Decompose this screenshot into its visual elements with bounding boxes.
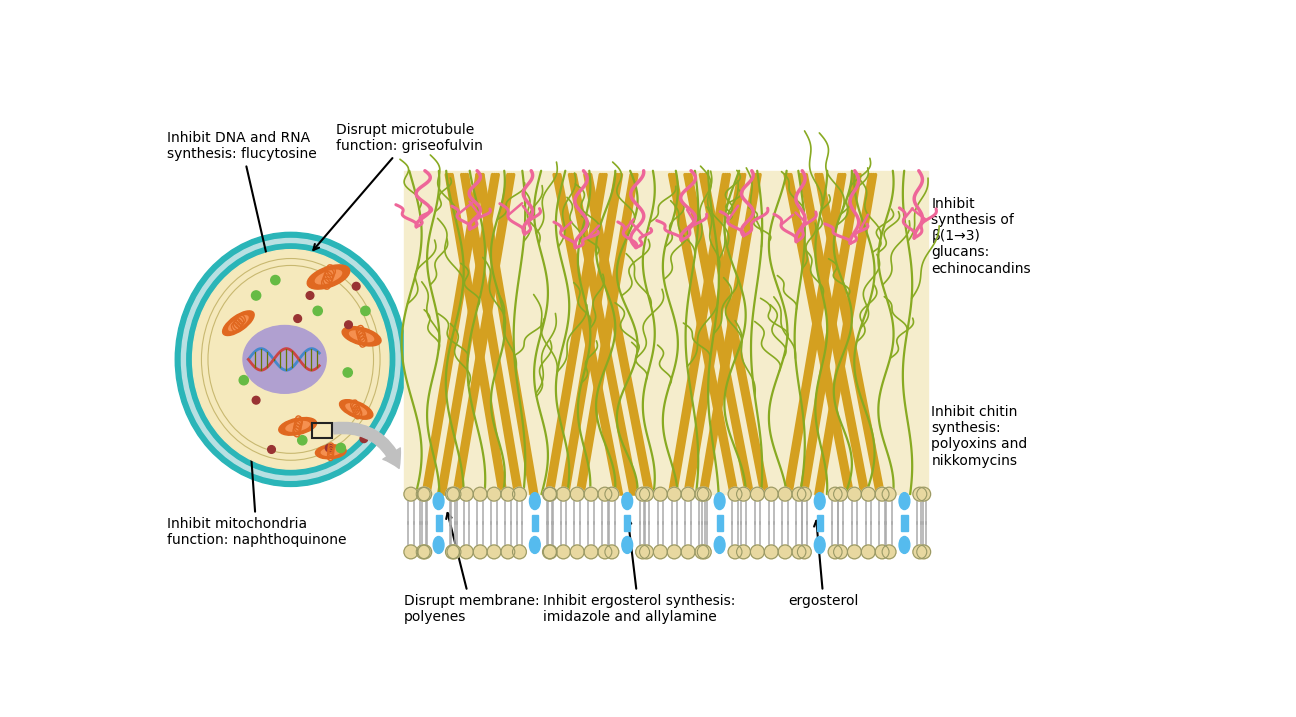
Ellipse shape [899, 536, 910, 554]
Circle shape [862, 488, 875, 501]
Circle shape [556, 488, 570, 501]
Circle shape [556, 545, 570, 559]
Ellipse shape [899, 493, 910, 510]
Circle shape [294, 315, 302, 323]
Bar [901, 516, 907, 531]
Circle shape [459, 545, 473, 559]
Circle shape [883, 545, 896, 559]
Circle shape [848, 545, 862, 559]
Circle shape [912, 488, 927, 501]
Ellipse shape [342, 327, 381, 346]
Circle shape [404, 488, 417, 501]
Text: Disrupt membrane:
polyenes: Disrupt membrane: polyenes [404, 513, 539, 625]
Ellipse shape [622, 536, 632, 554]
Circle shape [916, 488, 931, 501]
Circle shape [487, 545, 502, 559]
Circle shape [584, 545, 597, 559]
Circle shape [728, 545, 743, 559]
Circle shape [251, 291, 260, 300]
Circle shape [695, 545, 709, 559]
Circle shape [828, 545, 842, 559]
Ellipse shape [714, 493, 724, 510]
Circle shape [345, 321, 353, 328]
Circle shape [667, 488, 682, 501]
Circle shape [446, 545, 459, 559]
Ellipse shape [346, 404, 367, 415]
Ellipse shape [193, 250, 389, 469]
Circle shape [360, 306, 371, 315]
Circle shape [253, 397, 260, 404]
Circle shape [736, 545, 750, 559]
Circle shape [570, 488, 584, 501]
Ellipse shape [244, 326, 327, 393]
Text: Disrupt microtubule
function: griseofulvin: Disrupt microtubule function: griseofulv… [314, 123, 483, 250]
Ellipse shape [530, 536, 540, 554]
Ellipse shape [350, 331, 373, 341]
Bar [435, 516, 442, 531]
Ellipse shape [814, 536, 826, 554]
Bar [816, 516, 823, 531]
Bar [311, 422, 332, 438]
Circle shape [325, 444, 333, 452]
Circle shape [584, 488, 597, 501]
Ellipse shape [223, 311, 254, 336]
Circle shape [597, 545, 612, 559]
FancyArrowPatch shape [333, 422, 400, 468]
Ellipse shape [181, 239, 400, 480]
Circle shape [697, 488, 712, 501]
Ellipse shape [433, 536, 445, 554]
Circle shape [605, 488, 618, 501]
Circle shape [512, 545, 526, 559]
Text: Inhibit chitin
synthesis:
polyoxins and
nikkomycins: Inhibit chitin synthesis: polyoxins and … [921, 405, 1028, 467]
Circle shape [653, 545, 667, 559]
Bar [717, 516, 723, 531]
Circle shape [459, 488, 473, 501]
Circle shape [682, 545, 695, 559]
Text: Inhibit mitochondria
function: naphthoquinone: Inhibit mitochondria function: naphthoqu… [167, 333, 346, 548]
Text: ergosterol: ergosterol [788, 521, 859, 608]
Circle shape [916, 545, 931, 559]
Circle shape [473, 488, 487, 501]
Circle shape [883, 488, 896, 501]
Circle shape [828, 488, 842, 501]
Circle shape [605, 545, 618, 559]
Circle shape [778, 488, 792, 501]
Circle shape [502, 488, 515, 501]
Circle shape [875, 488, 889, 501]
Ellipse shape [340, 399, 373, 419]
Circle shape [833, 488, 848, 501]
Circle shape [298, 436, 307, 445]
Bar [531, 516, 538, 531]
Circle shape [404, 545, 417, 559]
Circle shape [639, 545, 653, 559]
Text: Inhibit
synthesis of
β(1→3)
glucans:
echinocandins: Inhibit synthesis of β(1→3) glucans: ech… [921, 196, 1032, 275]
Circle shape [570, 545, 584, 559]
Circle shape [778, 545, 792, 559]
Circle shape [543, 545, 557, 559]
Circle shape [447, 545, 461, 559]
Circle shape [875, 545, 889, 559]
Circle shape [446, 488, 459, 501]
Circle shape [682, 488, 695, 501]
Circle shape [750, 488, 765, 501]
Circle shape [336, 443, 346, 452]
Circle shape [797, 488, 811, 501]
Circle shape [314, 306, 323, 315]
Ellipse shape [315, 445, 346, 459]
Ellipse shape [321, 448, 341, 455]
Text: Inhibit ergosterol synthesis:
imidazole and allylamine: Inhibit ergosterol synthesis: imidazole … [543, 518, 735, 625]
Circle shape [765, 545, 778, 559]
Circle shape [417, 488, 432, 501]
Circle shape [797, 545, 811, 559]
Ellipse shape [814, 493, 826, 510]
Circle shape [353, 282, 360, 290]
Circle shape [543, 488, 556, 501]
Circle shape [736, 488, 750, 501]
Ellipse shape [228, 316, 248, 331]
Circle shape [543, 545, 556, 559]
Circle shape [512, 488, 526, 501]
Circle shape [792, 488, 806, 501]
Ellipse shape [315, 270, 342, 284]
Circle shape [653, 488, 667, 501]
Circle shape [271, 275, 280, 285]
